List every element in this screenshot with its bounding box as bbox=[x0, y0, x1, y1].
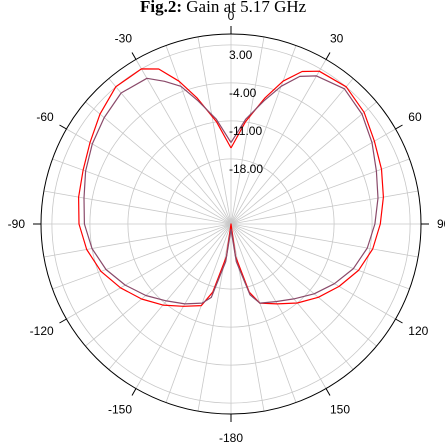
spoke-120 bbox=[230, 223, 396, 320]
angle-label--180: -180 bbox=[219, 431, 243, 445]
angle-tick-30 bbox=[325, 52, 331, 60]
angle-label--150: -150 bbox=[108, 402, 132, 416]
spoke-230 bbox=[85, 223, 232, 347]
spoke-340 bbox=[165, 45, 232, 225]
spoke-20 bbox=[230, 45, 297, 225]
spoke-40 bbox=[230, 78, 354, 225]
polar-grid bbox=[33, 26, 429, 422]
spoke-100 bbox=[230, 223, 419, 258]
spoke-200 bbox=[165, 223, 232, 403]
series-line-1 bbox=[83, 75, 379, 305]
spoke-110 bbox=[230, 223, 410, 290]
spoke-80 bbox=[230, 190, 419, 225]
series-group bbox=[78, 68, 384, 307]
spoke-130 bbox=[230, 223, 377, 347]
angle-tick-150 bbox=[325, 388, 331, 396]
spoke-30 bbox=[230, 59, 327, 225]
spoke-250 bbox=[52, 223, 232, 290]
spoke-160 bbox=[230, 223, 297, 403]
angle-tick-300 bbox=[59, 124, 67, 130]
angle-label-120: 120 bbox=[408, 324, 428, 338]
angle-label-150: 150 bbox=[330, 402, 350, 416]
angle-tick-120 bbox=[395, 318, 403, 324]
radial-label-0: 3.00 bbox=[229, 48, 253, 62]
angle-tick-210 bbox=[131, 388, 137, 396]
spoke-290 bbox=[52, 158, 232, 225]
angle-tick-60 bbox=[395, 124, 403, 130]
spoke-320 bbox=[108, 78, 232, 225]
spoke-310 bbox=[85, 101, 232, 225]
spoke-60 bbox=[230, 128, 396, 225]
spoke-50 bbox=[230, 101, 377, 225]
spoke-240 bbox=[66, 223, 232, 320]
spoke-70 bbox=[230, 158, 410, 225]
angle-label-90: 90 bbox=[437, 217, 445, 231]
figure-title: Fig.2: Gain at 5.17 GHz bbox=[140, 0, 307, 16]
radial-label-2: -11.00 bbox=[229, 124, 262, 138]
angle-label--120: -120 bbox=[30, 324, 54, 338]
spoke-140 bbox=[230, 223, 354, 370]
figure-title-text: Gain at 5.17 GHz bbox=[182, 0, 307, 16]
spoke-170 bbox=[230, 223, 265, 412]
angle-label--60: -60 bbox=[36, 110, 54, 124]
spoke-150 bbox=[230, 223, 327, 389]
spoke-330 bbox=[135, 59, 232, 225]
spoke-190 bbox=[197, 223, 232, 412]
angle-tick-330 bbox=[131, 52, 137, 60]
angle-label-60: 60 bbox=[408, 110, 422, 124]
angle-label-0: 0 bbox=[228, 9, 235, 23]
angle-label--90: -90 bbox=[8, 217, 26, 231]
radial-label-3: -18.00 bbox=[229, 162, 263, 176]
spoke-220 bbox=[108, 223, 232, 370]
spoke-10 bbox=[230, 36, 265, 225]
angle-label--30: -30 bbox=[115, 32, 133, 46]
spoke-260 bbox=[43, 223, 232, 258]
spoke-350 bbox=[197, 36, 232, 225]
angle-label-30: 30 bbox=[330, 32, 344, 46]
series-line-0 bbox=[78, 68, 384, 307]
figure-title-label: Fig.2: bbox=[140, 0, 182, 16]
radial-label-1: -4.00 bbox=[229, 86, 257, 100]
spoke-300 bbox=[66, 128, 232, 225]
angle-tick-240 bbox=[59, 318, 67, 324]
spoke-280 bbox=[43, 190, 232, 225]
label-group: 0 30 60 90 120 150 -180 -150 -120 -90 -60 -30 3.00 -4… bbox=[8, 9, 445, 445]
